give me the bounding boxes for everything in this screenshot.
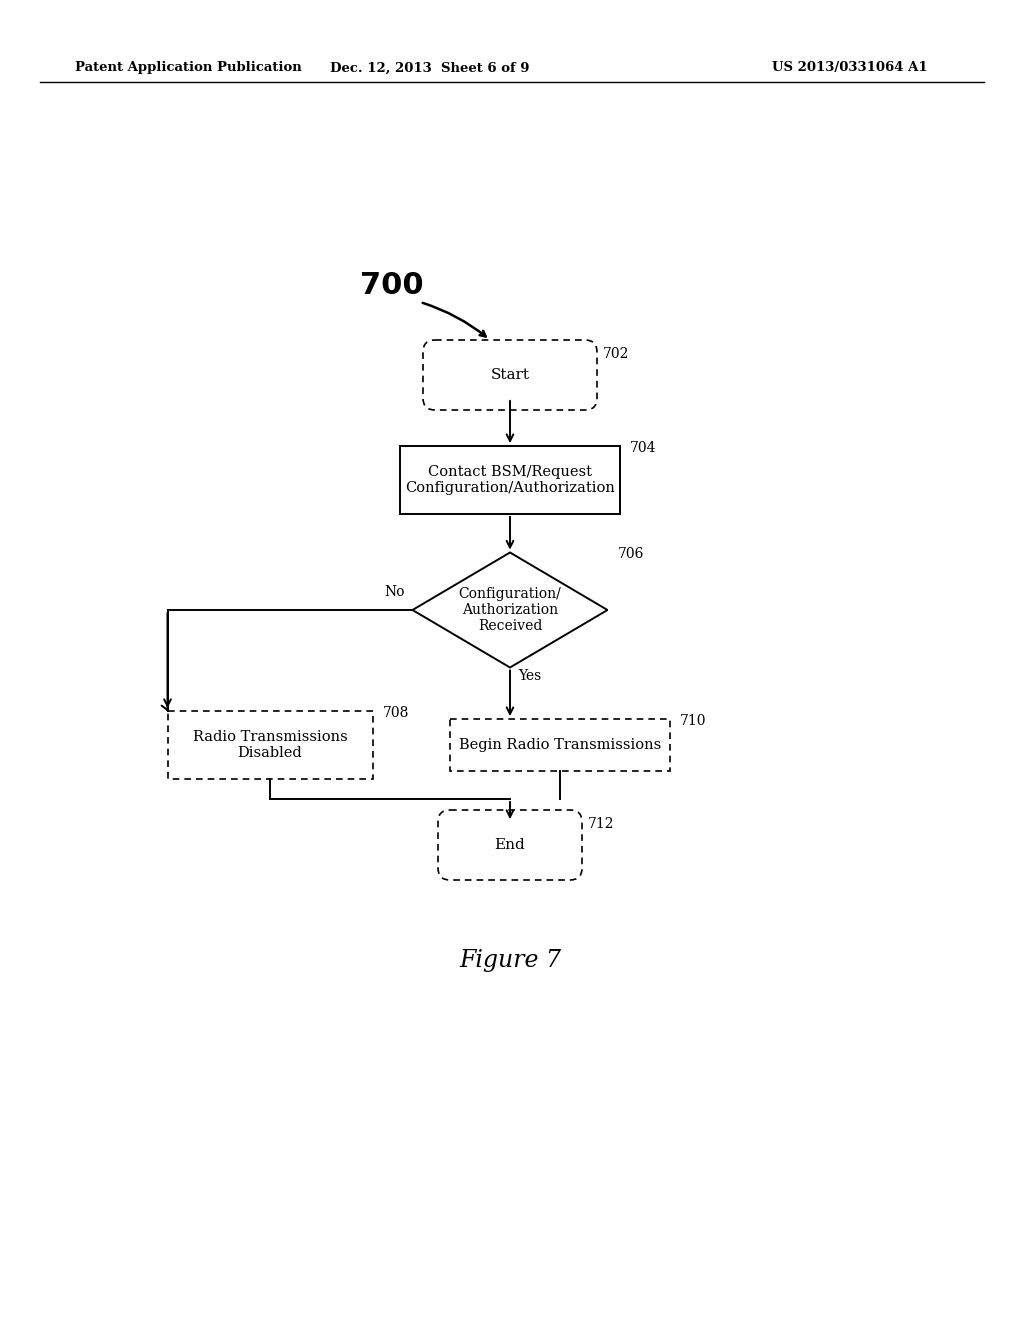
Text: Figure 7: Figure 7 (459, 949, 561, 972)
Text: End: End (495, 838, 525, 851)
Text: 704: 704 (630, 441, 656, 455)
Text: 702: 702 (603, 347, 630, 360)
Text: Patent Application Publication: Patent Application Publication (75, 62, 302, 74)
Text: 712: 712 (588, 817, 614, 832)
Text: 706: 706 (617, 548, 644, 561)
Bar (168, 711, 373, 779)
Text: Dec. 12, 2013  Sheet 6 of 9: Dec. 12, 2013 Sheet 6 of 9 (331, 62, 529, 74)
Text: Yes: Yes (518, 668, 542, 682)
Text: Configuration/
Authorization
Received: Configuration/ Authorization Received (459, 587, 561, 634)
Text: No: No (384, 585, 404, 599)
Text: 708: 708 (383, 706, 409, 719)
Text: Start: Start (490, 368, 529, 381)
Bar (400, 446, 620, 513)
FancyBboxPatch shape (438, 810, 582, 880)
FancyBboxPatch shape (423, 341, 597, 411)
Text: 700: 700 (360, 271, 424, 300)
Text: US 2013/0331064 A1: US 2013/0331064 A1 (772, 62, 928, 74)
Polygon shape (413, 553, 607, 668)
Text: Contact BSM/Request
Configuration/Authorization: Contact BSM/Request Configuration/Author… (406, 465, 615, 495)
Bar (450, 719, 670, 771)
Text: Begin Radio Transmissions: Begin Radio Transmissions (459, 738, 662, 752)
Text: 710: 710 (680, 714, 707, 729)
Text: Radio Transmissions
Disabled: Radio Transmissions Disabled (193, 730, 347, 760)
